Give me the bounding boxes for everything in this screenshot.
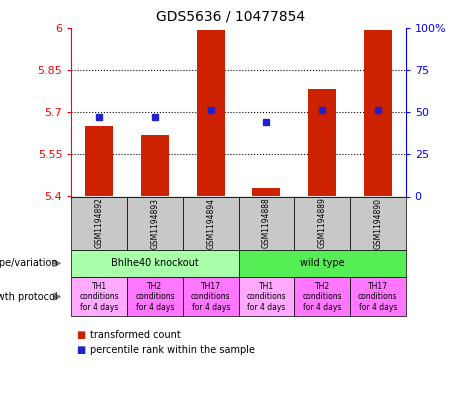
Text: genotype/variation: genotype/variation bbox=[0, 258, 58, 268]
Bar bbox=[141, 134, 169, 196]
Text: TH2
conditions
for 4 days: TH2 conditions for 4 days bbox=[135, 282, 175, 312]
Text: transformed count: transformed count bbox=[90, 330, 181, 340]
Text: TH17
conditions
for 4 days: TH17 conditions for 4 days bbox=[358, 282, 398, 312]
Text: GSM1194894: GSM1194894 bbox=[206, 198, 215, 248]
Text: growth protocol: growth protocol bbox=[0, 292, 58, 302]
Text: TH2
conditions
for 4 days: TH2 conditions for 4 days bbox=[302, 282, 342, 312]
Bar bbox=[197, 30, 225, 196]
Text: GDS5636 / 10477854: GDS5636 / 10477854 bbox=[156, 10, 305, 24]
Bar bbox=[85, 126, 113, 196]
Text: GSM1194893: GSM1194893 bbox=[150, 198, 160, 248]
Text: GSM1194890: GSM1194890 bbox=[373, 198, 382, 248]
Text: GSM1194892: GSM1194892 bbox=[95, 198, 104, 248]
Text: ■: ■ bbox=[76, 330, 85, 340]
Bar bbox=[308, 90, 336, 196]
Text: ■: ■ bbox=[76, 345, 85, 355]
Text: TH1
conditions
for 4 days: TH1 conditions for 4 days bbox=[79, 282, 119, 312]
Text: wild type: wild type bbox=[300, 258, 344, 268]
Bar bbox=[364, 30, 392, 196]
Text: TH1
conditions
for 4 days: TH1 conditions for 4 days bbox=[247, 282, 286, 312]
Text: Bhlhe40 knockout: Bhlhe40 knockout bbox=[111, 258, 199, 268]
Text: percentile rank within the sample: percentile rank within the sample bbox=[90, 345, 255, 355]
Bar bbox=[253, 188, 280, 196]
Text: GSM1194889: GSM1194889 bbox=[318, 198, 327, 248]
Text: TH17
conditions
for 4 days: TH17 conditions for 4 days bbox=[191, 282, 230, 312]
Text: GSM1194888: GSM1194888 bbox=[262, 198, 271, 248]
